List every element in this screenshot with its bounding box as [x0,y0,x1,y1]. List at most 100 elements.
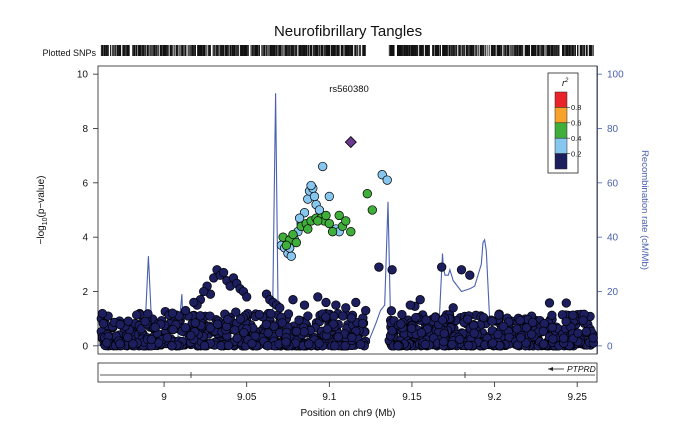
snp-point [115,339,125,349]
snp-point [186,330,196,341]
snp-point [329,311,339,321]
x-tick-label: 9.05 [237,392,257,403]
y-tick-label: 6 [82,178,88,189]
snp-point [281,337,291,347]
snp-point [415,295,425,305]
snp-point [239,327,249,338]
plot-area [97,65,598,355]
snp-point [321,210,331,221]
snp-point [275,303,285,313]
snp-point [167,341,177,351]
legend-swatch [554,91,568,108]
snp-point [97,308,108,319]
snp-point [235,314,246,324]
snp-point [321,312,331,322]
snp-point [357,318,368,329]
snp-point [465,270,475,280]
y2-tick-label: 100 [607,70,624,81]
snp-point [559,333,569,343]
legend-swatch [554,122,568,139]
snp-point [437,315,448,325]
snp-point [286,251,296,261]
snp-point [382,175,392,185]
snp-point [189,297,199,308]
y-tick-label: 4 [82,233,88,244]
snp-point [195,311,205,321]
lead-snp-label: rs560380 [329,84,369,95]
y-tick-label: 0 [82,341,88,352]
snp-point [102,338,112,348]
x-tick-label: 9 [161,392,167,403]
snp-point [469,328,479,338]
y-tick-label: 2 [82,287,88,298]
snp-point [512,324,522,334]
legend-swatch [554,137,568,154]
snp-point [397,309,407,320]
snp-point [294,315,304,325]
snp-point [291,237,301,248]
snp-point [528,317,538,327]
y-axis-title: −log10(p−value) [36,176,49,245]
snp-point [299,300,310,310]
snp-point [231,307,241,317]
snp-point [242,292,252,302]
snp-point [263,341,273,351]
snp-point [573,328,583,338]
legend-title-sup: 2 [564,78,569,84]
snp-point [405,300,415,310]
legend-label: 0.2 [571,149,581,158]
snp-point [266,309,276,319]
y2-tick-label: 80 [607,124,619,135]
snp-point [386,306,397,316]
snp-point [324,218,334,229]
snp-point [230,325,240,335]
snp-point [212,319,223,329]
snp-point [361,305,371,316]
snp-point [547,310,557,320]
snp-point [162,332,172,343]
snp-point [313,216,323,226]
legend-swatch [554,107,568,124]
y2-tick-label: 40 [607,233,619,244]
snp-point [493,329,503,340]
snp-point [223,314,233,325]
snp-point [561,316,571,327]
x-axis: 9 9.05 9.1 9.15 9.2 9.25 [161,382,587,403]
snp-point [306,180,316,191]
snp-point [199,341,210,351]
snp-point [303,224,313,234]
snp-point [318,161,328,172]
snp-point [456,265,467,275]
snp-point [439,328,449,339]
snp-point [205,323,216,333]
y-axis-title-rest: (p−value) [36,176,47,218]
snp-point [447,339,457,350]
snp-point [568,310,578,320]
snp-point [327,227,338,237]
snp-point [341,303,351,313]
snp-point [498,321,508,331]
snp-points [96,136,598,351]
snp-point [334,210,344,221]
snp-point [123,332,133,343]
legend-label: 0.4 [571,134,581,143]
snp-point [421,315,431,325]
snp-point [516,333,526,343]
snp-point [464,340,474,351]
x-tick-label: 9.25 [567,392,587,403]
legend-title: r2 [562,78,569,88]
snp-point [288,295,298,305]
snp-point [150,322,160,332]
y-tick-label: 10 [77,70,89,81]
y2-axis-title: Recombination rate (cM/Mb) [639,150,650,270]
snp-point [247,338,257,349]
snp-point [387,326,397,336]
snp-point [355,339,366,350]
snp-point [515,315,525,325]
snp-point [411,312,421,323]
snp-point [494,310,504,320]
snp-point [321,297,331,308]
snp-point [180,322,191,333]
